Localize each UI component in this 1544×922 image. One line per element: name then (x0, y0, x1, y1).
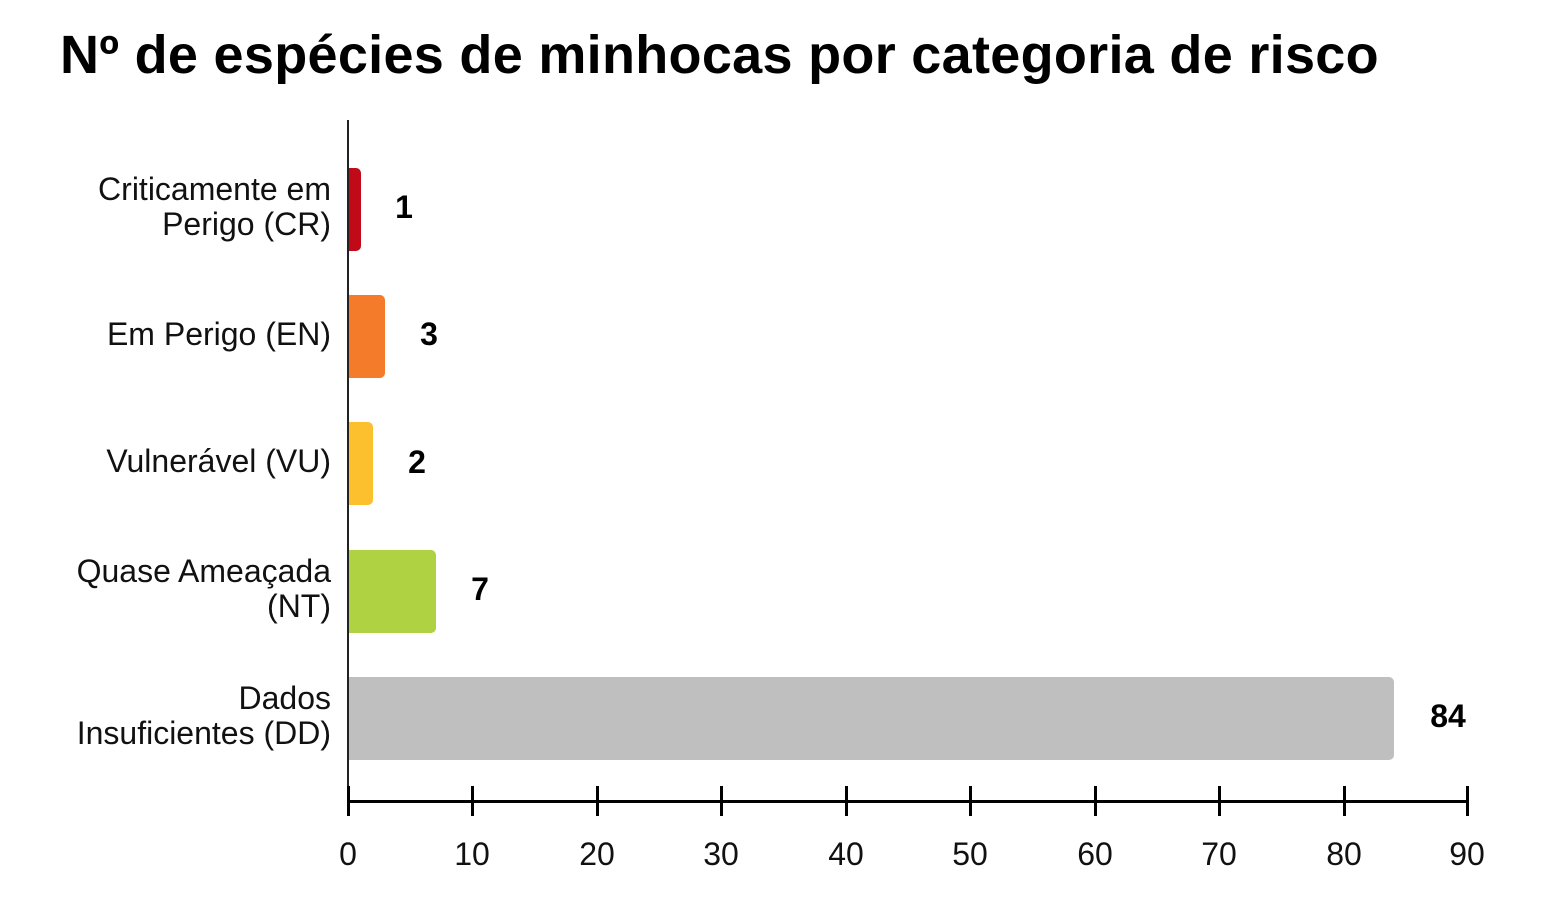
x-tick (596, 786, 599, 816)
category-label-nt: Quase Ameaçada (NT) (77, 554, 331, 624)
x-tick-label: 60 (1077, 836, 1113, 872)
value-label-nt: 7 (471, 571, 489, 607)
x-tick (1218, 786, 1221, 816)
category-label-line: (NT) (267, 588, 331, 624)
category-label-cr: Criticamente em Perigo (CR) (98, 172, 331, 242)
category-label-line: Perigo (CR) (162, 206, 331, 242)
x-tick (347, 786, 350, 816)
x-tick (1094, 786, 1097, 816)
bar-cr (349, 168, 361, 251)
value-label-en: 3 (420, 316, 438, 352)
y-axis-line (347, 120, 349, 802)
bar-dd (349, 677, 1394, 760)
category-label-line: Criticamente em (98, 171, 331, 207)
x-tick-label: 0 (339, 836, 357, 872)
x-tick-label: 80 (1326, 836, 1362, 872)
category-label-line: Dados (238, 680, 332, 716)
x-tick-label: 30 (703, 836, 739, 872)
x-tick (845, 786, 848, 816)
x-tick-label: 90 (1449, 836, 1485, 872)
value-label-dd: 84 (1430, 698, 1466, 734)
category-label-line: Vulnerável (VU) (106, 443, 331, 479)
bar-en (349, 295, 385, 378)
x-tick-label: 50 (952, 836, 988, 872)
category-label-dd: Dados Insuficientes (DD) (77, 681, 331, 751)
x-tick-label: 40 (828, 836, 864, 872)
x-tick-label: 70 (1201, 836, 1237, 872)
bar-nt (349, 550, 436, 633)
x-tick-label: 20 (579, 836, 615, 872)
category-label-line: Em Perigo (EN) (106, 316, 331, 352)
x-tick (969, 786, 972, 816)
chart-title: Nº de espécies de minhocas por categoria… (60, 25, 1379, 85)
x-tick (1466, 786, 1469, 816)
x-axis-line (347, 800, 1469, 803)
category-label-line: Insuficientes (DD) (76, 715, 331, 751)
x-tick (471, 786, 474, 816)
category-label-line: Quase Ameaçada (76, 553, 331, 589)
bar-vu (349, 422, 373, 505)
value-label-vu: 2 (408, 444, 426, 480)
category-label-vu: Vulnerável (VU) (106, 444, 331, 479)
value-label-cr: 1 (395, 189, 413, 225)
x-tick (720, 786, 723, 816)
x-tick (1343, 786, 1346, 816)
x-tick-label: 10 (454, 836, 490, 872)
category-label-en: Em Perigo (EN) (107, 317, 331, 352)
